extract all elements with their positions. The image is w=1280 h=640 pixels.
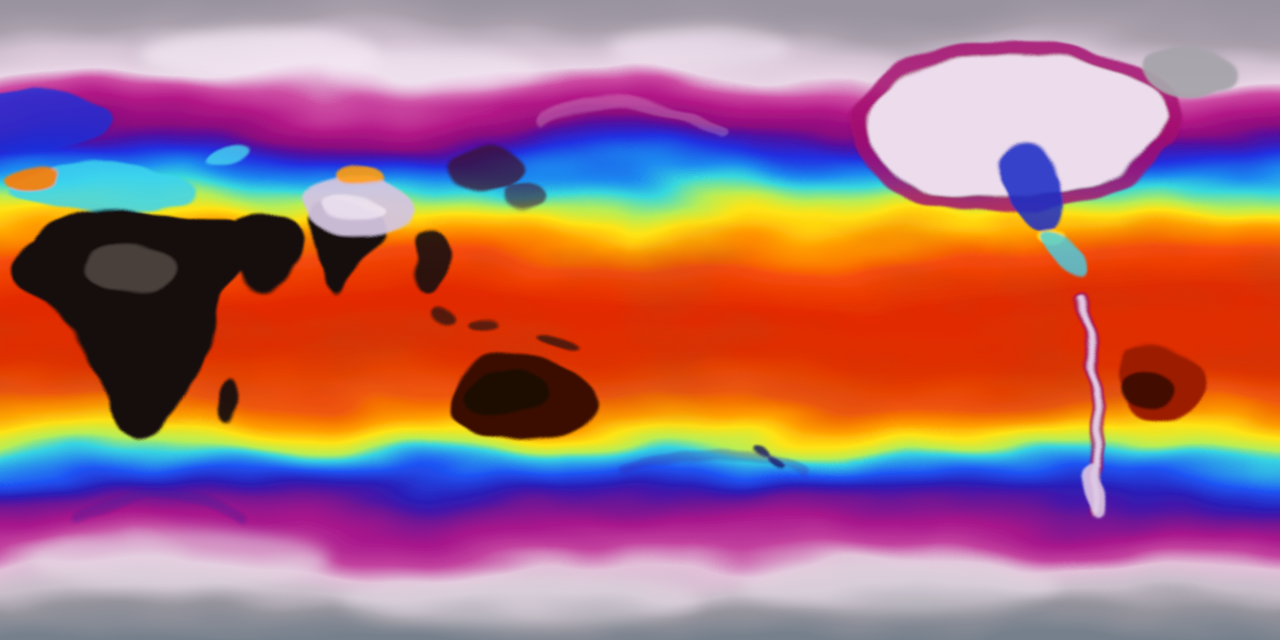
new-guinea-speck [538, 331, 578, 345]
brazil-core-dark [1122, 371, 1174, 409]
taklamakan-orange-spot [340, 169, 388, 187]
madagascar [220, 377, 242, 425]
siberia-white-pocket [320, 50, 540, 94]
antarctic-pale-blob [30, 530, 330, 590]
africa-landmass [12, 209, 248, 440]
tibet-snow-highlight [322, 198, 382, 218]
black-sea-cyan [211, 149, 255, 167]
arctic-white-pocket-2 [610, 28, 790, 68]
rockies-blue-streak [999, 145, 1065, 230]
indochina-landmass [408, 228, 448, 293]
southern-ocean-eddy-2 [615, 450, 805, 483]
greenland-gray [1147, 52, 1236, 100]
mexico-cyan-streak [1041, 230, 1091, 274]
arabia-landmass [228, 219, 304, 293]
sumatra-speck [433, 308, 463, 328]
southern-ocean-eddy [75, 492, 245, 521]
gobi-maroon-patch [453, 142, 521, 194]
australia-interior-dark [463, 374, 547, 418]
polar-white-pockets [30, 28, 1060, 626]
antarctic-pale-blob-2 [340, 574, 700, 626]
northern-cloud-swirl [534, 98, 726, 134]
antarctic-pale-blob-3 [740, 557, 1060, 613]
mediterranean-cyan [10, 161, 200, 211]
iberia-orange-spot [4, 163, 56, 187]
continent-features [0, 41, 1236, 521]
borneo-speck [476, 322, 504, 334]
patagonia-pale-strip [1085, 466, 1105, 518]
sahel-gray-patch [85, 248, 175, 292]
north-america-snow-cap [867, 56, 1168, 197]
arctic-white-pocket [140, 29, 380, 81]
north-atlantic-blue [0, 92, 106, 152]
manchuria-maroon-patch [503, 184, 543, 212]
